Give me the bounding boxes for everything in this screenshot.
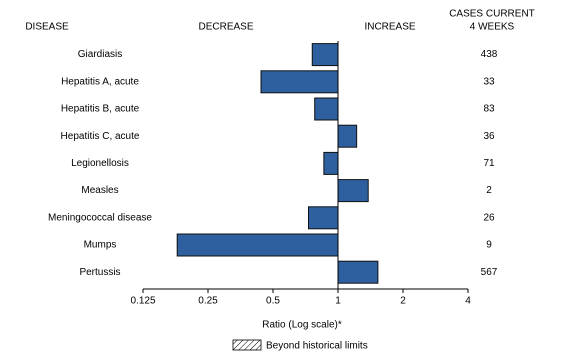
category-label: Hepatitis B, acute (61, 104, 140, 115)
bar (337, 260, 379, 284)
x-axis-label: Ratio (Log scale)* (262, 320, 342, 331)
bar (314, 97, 339, 121)
disease-header: DISEASE (25, 22, 69, 33)
cases-value: 36 (483, 131, 495, 142)
cases-value: 438 (481, 49, 498, 60)
increase-header: INCREASE (364, 22, 415, 33)
bar (260, 70, 339, 94)
x-tick-label: 0.5 (266, 296, 280, 307)
x-tick-label: 0.125 (130, 296, 155, 307)
cases-header: 4 WEEKS (470, 22, 515, 33)
category-label: Legionellosis (71, 158, 129, 169)
cases-value: 567 (481, 267, 498, 278)
bar (176, 233, 339, 257)
bar (307, 206, 339, 230)
bar (323, 151, 339, 175)
cases-value: 9 (486, 240, 492, 251)
x-tick-label: 2 (400, 296, 406, 307)
category-label: Giardiasis (78, 49, 122, 60)
decrease-header: DECREASE (198, 22, 253, 33)
x-tick-label: 0.25 (198, 296, 218, 307)
category-label: Hepatitis C, acute (61, 131, 140, 142)
x-tick-label: 1 (335, 296, 341, 307)
legend-swatch (232, 339, 262, 351)
cases-value: 33 (483, 76, 495, 87)
category-label: Pertussis (79, 267, 120, 278)
category-label: Hepatitis A, acute (61, 76, 139, 87)
legend-label: Beyond historical limits (266, 341, 368, 352)
cases-value: 71 (483, 158, 495, 169)
cases-value: 2 (486, 185, 492, 196)
cases-header: CASES CURRENT (449, 9, 535, 20)
category-label: Meningococcal disease (48, 212, 152, 223)
bar (337, 179, 369, 203)
bar (311, 43, 339, 67)
bar (337, 124, 358, 148)
cases-value: 26 (483, 212, 495, 223)
category-label: Mumps (84, 240, 117, 251)
x-tick-label: 4 (465, 296, 471, 307)
category-label: Measles (81, 185, 118, 196)
cases-value: 83 (483, 104, 495, 115)
